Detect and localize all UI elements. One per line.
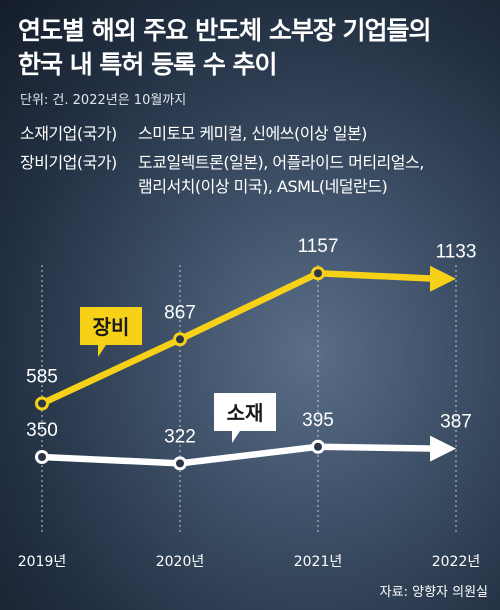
data-label: 395 [302, 410, 334, 431]
legend-materials-label: 소재기업(국가) [20, 124, 117, 143]
series-name-label: 장비 [93, 315, 130, 339]
series-line-1 [38, 269, 440, 407]
data-point-marker [311, 266, 325, 281]
legend-equipment-companies-1: 도쿄일렉트론(일본), 어플라이드 머티리얼스, [138, 153, 424, 172]
chart-title: 연도별 해외 주요 반도체 소부장 기업들의 한국 내 특허 등록 수 추이 [18, 16, 432, 79]
legend-equipment-label: 장비기업(국가) [20, 153, 117, 172]
data-label: 867 [164, 302, 196, 323]
data-label: 322 [164, 426, 196, 447]
callout-box [80, 307, 142, 357]
callout-box [214, 393, 276, 443]
legend-equipment-companies-2: 램리서치(이상 미국), ASML(네덜란드) [138, 177, 388, 196]
legend-materials-companies: 스미토모 케미컬, 신에쓰(이상 일본) [138, 124, 367, 143]
series-name-label: 소재 [227, 401, 264, 425]
data-point-marker [35, 396, 49, 411]
series-line-2 [38, 443, 440, 467]
data-point-marker [173, 456, 187, 471]
data-point-marker [173, 332, 187, 347]
x-tick-label: 2021년 [294, 554, 343, 570]
x-tick-label: 2019년 [18, 554, 67, 570]
source-note: 자료: 양향자 의원실 [379, 585, 488, 600]
unit-note: 단위: 건. 2022년은 10월까지 [20, 93, 187, 108]
x-tick-label: 2022년 [432, 554, 481, 570]
data-label: 585 [26, 366, 58, 387]
data-label: 1157 [298, 236, 339, 257]
legend-materials: 소재기업(국가) 스미토모 케미컬, 신에쓰(이상 일본) [20, 122, 367, 146]
x-tick-label: 2020년 [156, 554, 205, 570]
data-label: 350 [26, 420, 58, 441]
series-callout-1: 장비 [80, 307, 142, 357]
data-point-marker [35, 450, 49, 464]
series-callout-2: 소재 [214, 393, 276, 443]
data-label: 1133 [436, 242, 477, 263]
series-arrow-2 [430, 435, 456, 462]
data-label: 387 [440, 412, 472, 433]
legend-equipment: 장비기업(국가) 도쿄일렉트론(일본), 어플라이드 머티리얼스, 램리서치(이상 … [20, 151, 424, 199]
data-point-marker [311, 439, 325, 454]
series-arrow-1 [430, 265, 456, 292]
